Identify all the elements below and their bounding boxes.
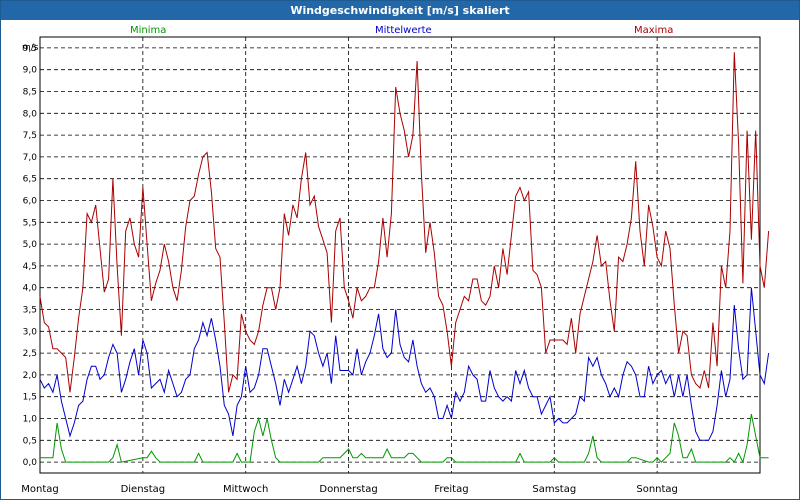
y-axis-label: m/s — [22, 43, 39, 53]
y-tick-label: 4,5 — [23, 262, 37, 272]
y-tick-label: 4,0 — [23, 284, 38, 294]
day-name-label: Montag — [21, 484, 58, 495]
y-tick-label: 2,5 — [23, 349, 37, 359]
y-tick-label: 6,0 — [23, 197, 38, 207]
y-tick-label: 8,0 — [23, 109, 38, 119]
y-tick-label: 9,0 — [23, 66, 38, 76]
day-name-label: Freitag — [434, 484, 468, 495]
y-tick-label: 0,5 — [23, 436, 37, 446]
y-tick-label: 8,5 — [23, 88, 37, 98]
window-title: Windgeschwindigkeit [m/s] skaliert — [1, 1, 799, 20]
legend-maxima: Maxima — [634, 25, 674, 36]
y-tick-label: 5,0 — [23, 240, 38, 250]
series-line-max — [39, 52, 770, 393]
wind-speed-chart: m/s 0,0 0,5 1,0 1,5 2,0 2,5 3,0 3,5 4,0 4,5 5,0 5,5… — [21, 36, 770, 495]
y-tick-label: 7,0 — [23, 153, 38, 163]
plot-area — [39, 36, 761, 474]
legend-mittelwerte: Mittelwerte — [375, 25, 432, 36]
y-tick-label: 9,5 — [23, 44, 37, 54]
series-lines — [39, 52, 770, 464]
day-name-label: Donnerstag — [319, 484, 377, 495]
series-line-mean — [39, 287, 770, 441]
y-tick-label: 1,0 — [23, 415, 38, 425]
y-tick-label: 7,5 — [23, 131, 37, 141]
y-tick-label: 2,0 — [23, 371, 38, 381]
y-tick-label: 3,5 — [23, 306, 37, 316]
day-name-label: Dienstag — [121, 484, 166, 495]
legend-minima: Minima — [130, 25, 167, 36]
day-name-label: Sonntag — [636, 484, 678, 495]
y-ticks: 0,0 0,5 1,0 1,5 2,0 2,5 3,0 3,5 4,0 4,5 5,0 5,5 6,0 6… — [23, 44, 38, 468]
day-name-label: Mittwoch — [223, 484, 268, 495]
y-tick-label: 3,0 — [23, 327, 38, 337]
day-name-label: Samstag — [532, 484, 576, 495]
x-labels: Montag03.08.20Dienstag04.08.20Mittwoch05… — [21, 484, 678, 495]
y-tick-label: 0,0 — [23, 458, 38, 468]
series-line-min — [40, 414, 769, 464]
y-tick-label: 6,5 — [23, 175, 37, 185]
y-tick-label: 1,5 — [23, 393, 37, 403]
y-tick-label: 5,5 — [23, 218, 37, 228]
